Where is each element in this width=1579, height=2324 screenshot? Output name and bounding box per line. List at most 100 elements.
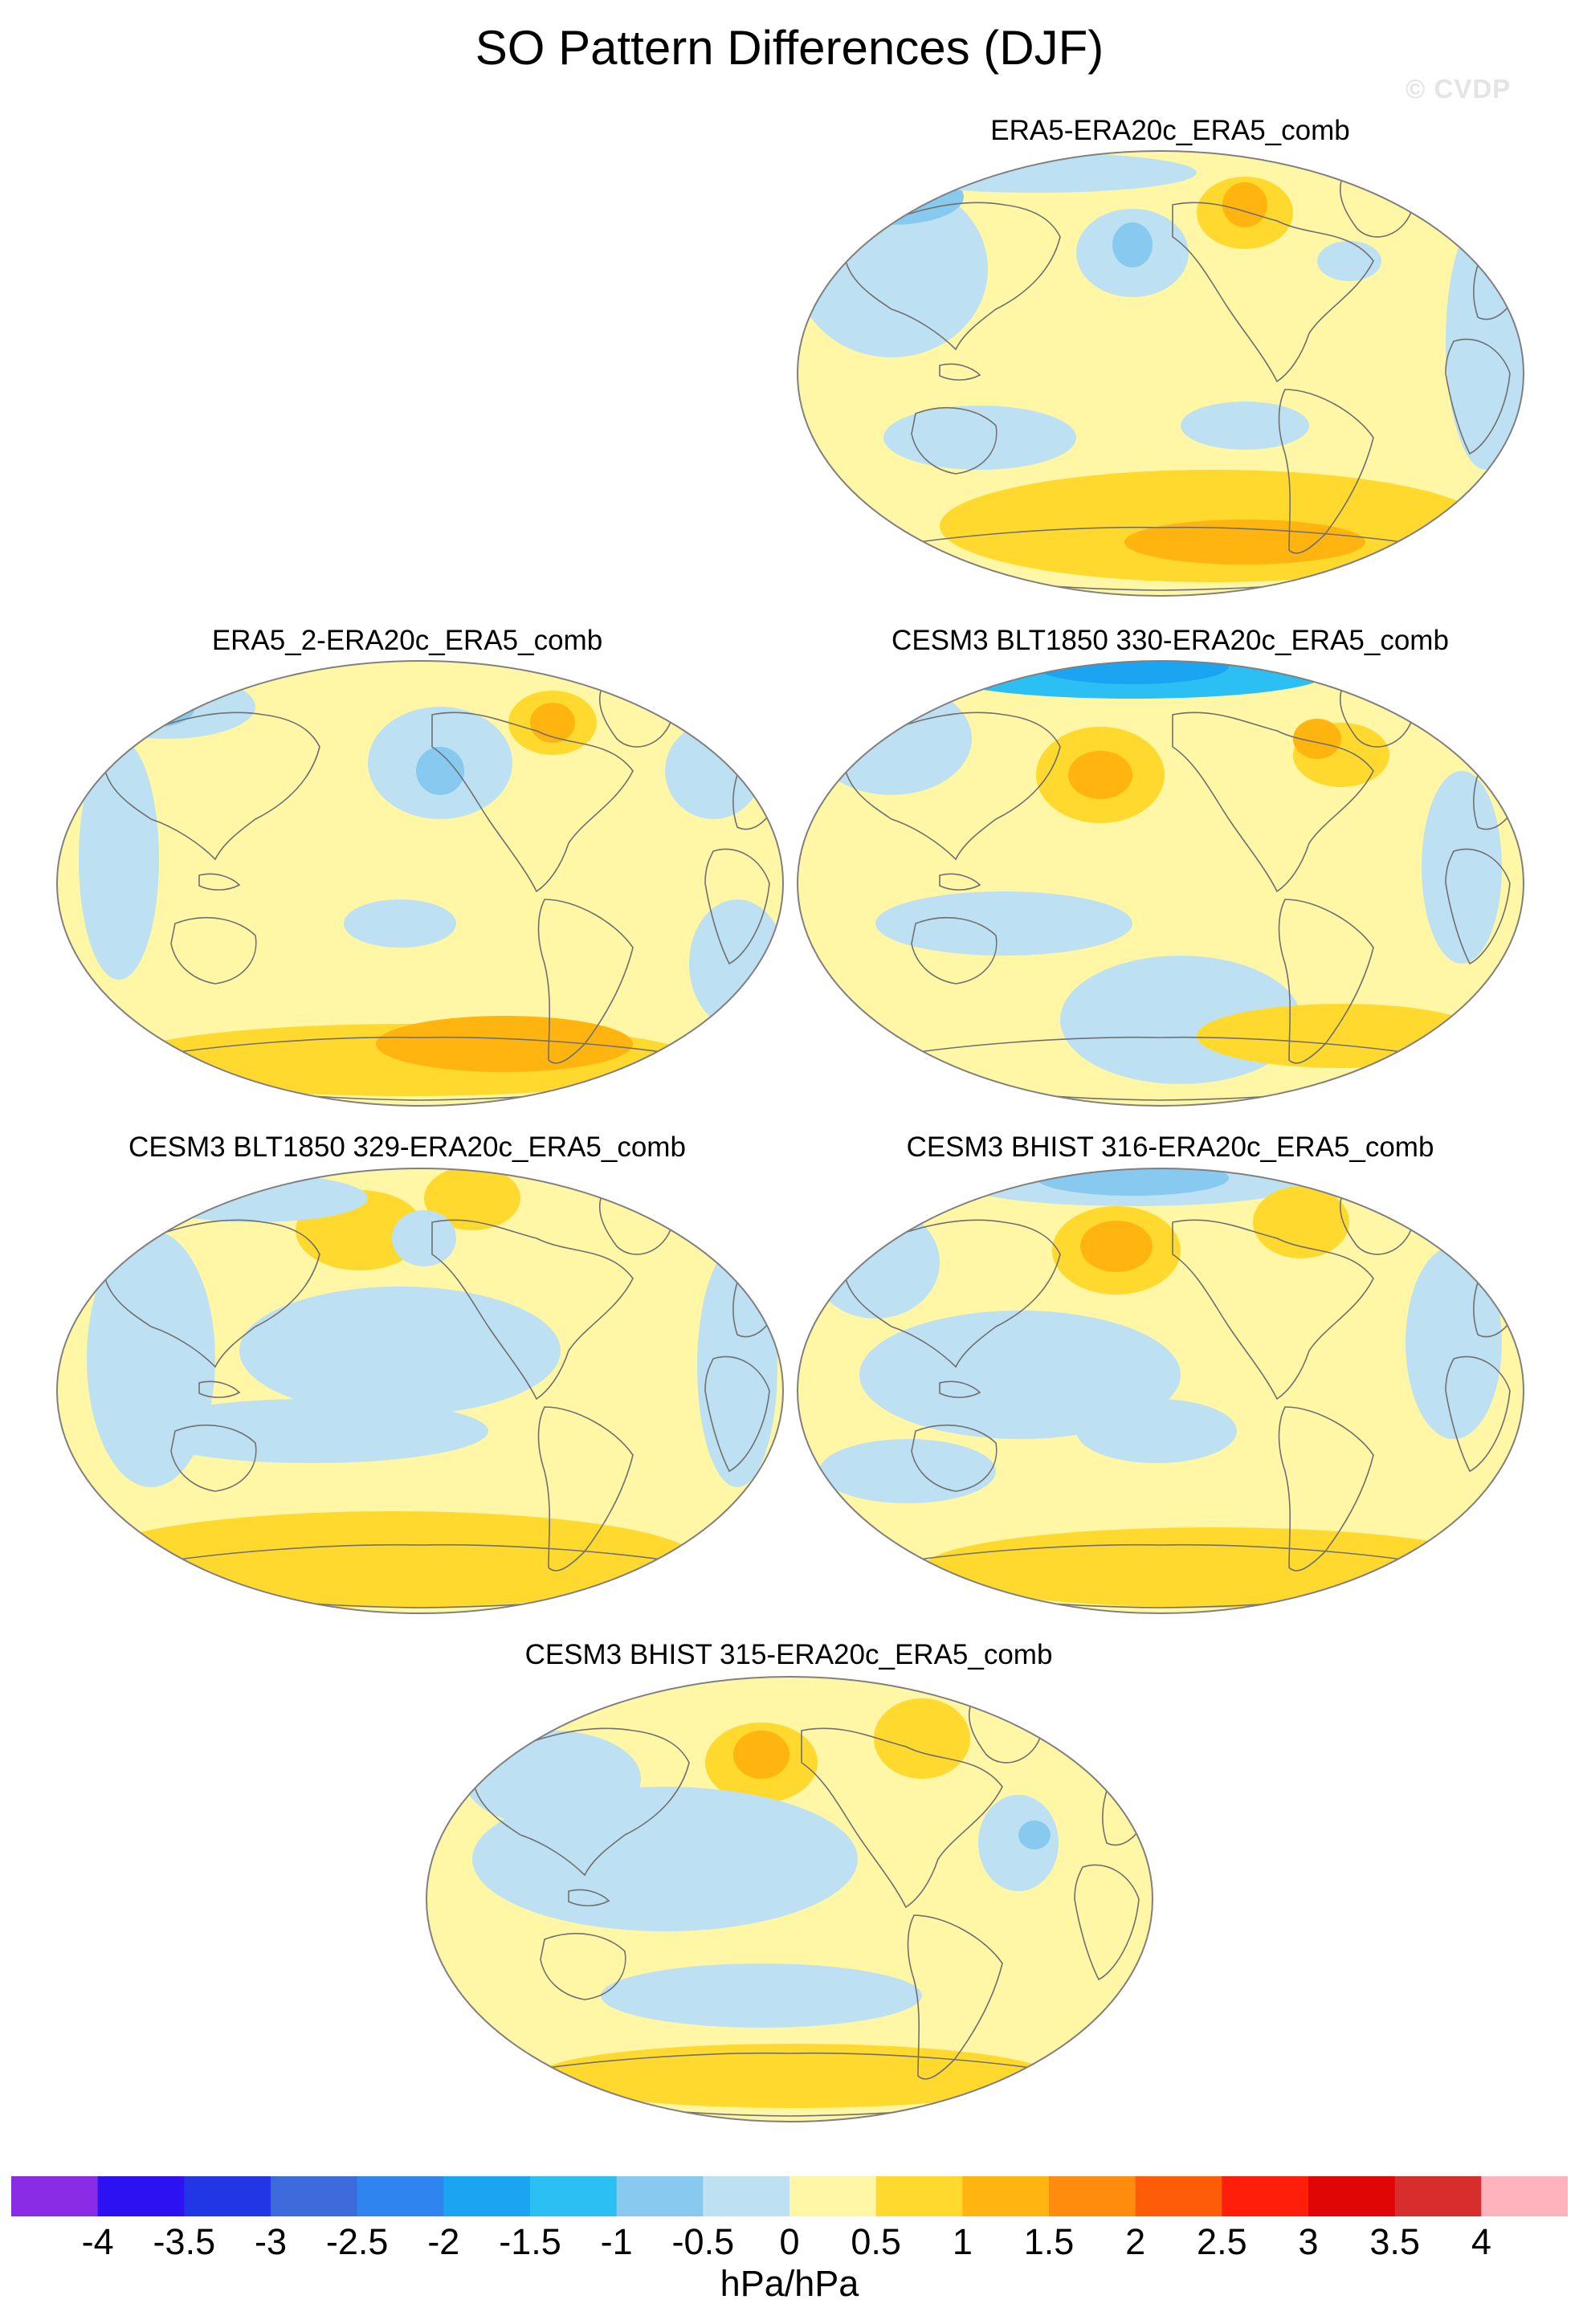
colorbar-box-16 bbox=[1394, 2176, 1482, 2216]
colorbar-tick-label: 0 bbox=[779, 2221, 800, 2262]
contour-region bbox=[1068, 751, 1132, 799]
coastline bbox=[431, 711, 634, 893]
coastline bbox=[198, 873, 241, 891]
contour-region bbox=[875, 153, 1197, 193]
contour-region bbox=[1253, 1186, 1349, 1258]
panel-title-4: CESM3 BLT1850 329-ERA20c_ERA5_comb bbox=[129, 1131, 686, 1163]
contour-region bbox=[733, 1731, 790, 1779]
map-panel-6 bbox=[424, 1674, 1155, 2124]
colorbar-tick-label: -1.5 bbox=[499, 2221, 561, 2262]
coastline bbox=[801, 1727, 1003, 1909]
coastline bbox=[911, 917, 998, 985]
map-panel-4 bbox=[55, 1166, 785, 1616]
coastline bbox=[1278, 1406, 1374, 1572]
colorbar-box-17 bbox=[1481, 2176, 1568, 2216]
colorbar-tick-label: 2 bbox=[1125, 2221, 1146, 2262]
contour-region bbox=[239, 1286, 561, 1415]
coastline bbox=[1278, 899, 1374, 1064]
colorbar-tick-label: -4 bbox=[81, 2221, 114, 2262]
contour-region bbox=[1076, 1399, 1237, 1463]
coastline bbox=[939, 363, 981, 381]
map-svg bbox=[56, 1168, 784, 1614]
map-svg bbox=[426, 1676, 1153, 2122]
contour-region bbox=[1222, 182, 1267, 227]
map-svg bbox=[797, 660, 1524, 1107]
colorbar-ticks: -4 -3.5 -3 -2.5 -2 -1.5 -1 -0.5 0 0.5 1 1.5 2 2.5 3 3.5… bbox=[0, 2220, 1579, 2268]
colorbar-units: hPa/hPa bbox=[720, 2263, 859, 2304]
contour-region bbox=[1446, 213, 1524, 470]
colorbar-box-3 bbox=[271, 2176, 358, 2216]
coastline bbox=[939, 1380, 981, 1398]
contour-region bbox=[1197, 1004, 1486, 1068]
contour-region bbox=[819, 169, 964, 225]
contour-region bbox=[924, 1527, 1502, 1608]
colorbar-tick-label: -2 bbox=[427, 2221, 460, 2262]
coastline bbox=[843, 202, 1061, 351]
map-outline bbox=[797, 1168, 1524, 1614]
contour-region bbox=[811, 683, 972, 795]
coastline bbox=[911, 407, 998, 475]
coastline bbox=[537, 899, 634, 1064]
contour-region bbox=[819, 1439, 996, 1503]
coastline bbox=[704, 848, 770, 965]
coastline bbox=[198, 1380, 241, 1398]
colorbar-box-4 bbox=[357, 2176, 444, 2216]
panel-title-2: ERA5_2-ERA20c_ERA5_comb bbox=[211, 625, 603, 656]
contour-region bbox=[392, 1210, 456, 1266]
map-outline bbox=[426, 1676, 1153, 2122]
coastline bbox=[471, 1727, 690, 1877]
coastline bbox=[1445, 338, 1511, 455]
contour-region bbox=[665, 723, 761, 819]
map-panel-3 bbox=[795, 658, 1526, 1108]
contour-region bbox=[79, 739, 159, 980]
panel-title-1: ERA5-ERA20c_ERA5_comb bbox=[990, 115, 1350, 146]
coastline bbox=[939, 873, 981, 891]
contour-region bbox=[1181, 402, 1309, 450]
coastline bbox=[102, 1219, 320, 1368]
coastline bbox=[540, 1933, 626, 2000]
contour-region bbox=[1112, 222, 1153, 267]
colorbar-tick-label: -2.5 bbox=[325, 2221, 389, 2262]
colorbar-tick-label: 1 bbox=[952, 2221, 973, 2262]
coastline bbox=[1172, 202, 1374, 383]
contour-region bbox=[143, 1174, 368, 1222]
map-svg bbox=[797, 150, 1524, 597]
contour-region bbox=[537, 2044, 1051, 2108]
map-outline bbox=[56, 660, 784, 1107]
contour-region bbox=[859, 1311, 1181, 1439]
panel-title-6: CESM3 BHIST 315-ERA20c_ERA5_comb bbox=[524, 1639, 1053, 1670]
colorbar-box-8 bbox=[703, 2176, 790, 2216]
colorbar-box-0 bbox=[11, 2176, 99, 2216]
contour-region bbox=[798, 181, 988, 357]
map-outline bbox=[797, 660, 1524, 1107]
coastline bbox=[170, 917, 257, 985]
contour-region bbox=[79, 675, 255, 739]
contour-region bbox=[689, 899, 783, 1028]
contour-region bbox=[1422, 771, 1502, 964]
contour-region bbox=[1293, 719, 1341, 759]
colorbar-box-5 bbox=[443, 2176, 531, 2216]
colorbar-box-12 bbox=[1049, 2176, 1136, 2216]
colorbar-box-7 bbox=[616, 2176, 704, 2216]
coastline bbox=[1172, 711, 1374, 893]
map-outline bbox=[797, 150, 1524, 597]
coastline bbox=[843, 711, 1061, 861]
coastline bbox=[431, 1219, 634, 1401]
contour-region bbox=[1018, 1820, 1051, 1849]
colorbar-tick-label: -1 bbox=[600, 2221, 633, 2262]
colorbar-tick-label: 4 bbox=[1471, 2221, 1491, 2262]
contour-region bbox=[811, 1206, 940, 1319]
colorbar-box-1 bbox=[97, 2176, 185, 2216]
contour-region bbox=[883, 406, 1076, 470]
coastline bbox=[1278, 389, 1374, 554]
coastline bbox=[911, 1425, 998, 1492]
contour-region bbox=[978, 1795, 1059, 1891]
contour-region bbox=[875, 891, 1132, 956]
coastline bbox=[1172, 1219, 1374, 1401]
colorbar-box-10 bbox=[875, 2176, 963, 2216]
coastline bbox=[704, 1356, 770, 1473]
contour-region bbox=[135, 1399, 488, 1463]
coastline bbox=[568, 1889, 610, 1906]
colorbar-box-14 bbox=[1222, 2176, 1309, 2216]
map-panel-2 bbox=[55, 658, 785, 1108]
